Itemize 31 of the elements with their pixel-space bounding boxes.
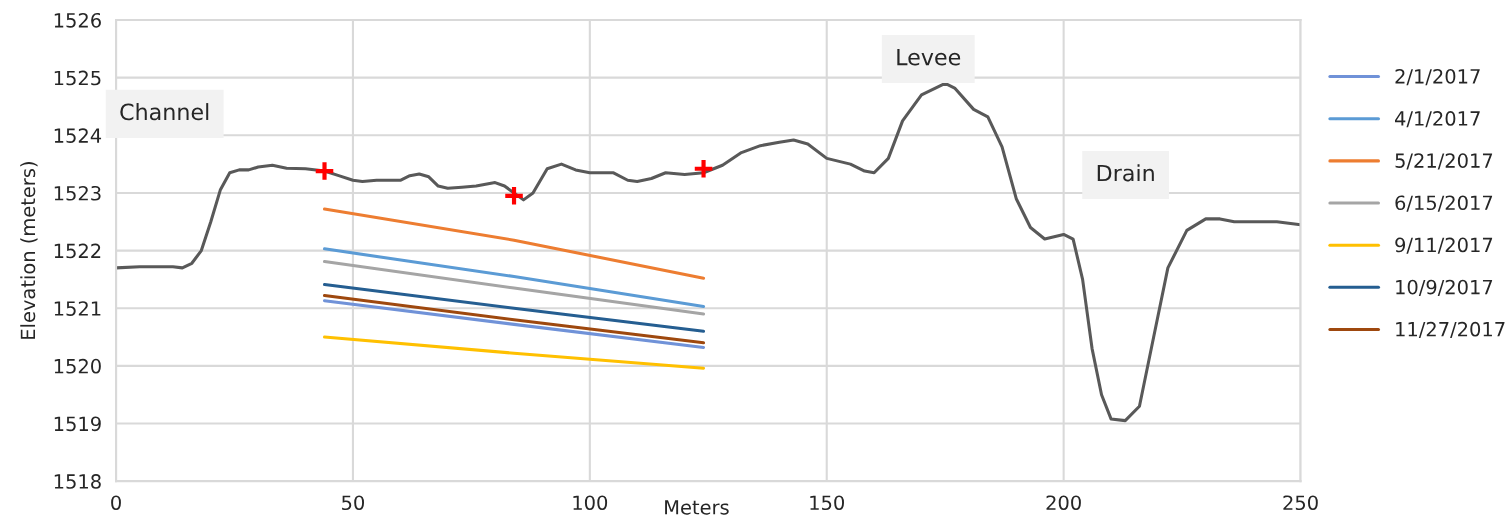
x-tick-label: 50 [342, 495, 365, 511]
y-tick-label: 1518 [54, 474, 101, 489]
y-tick-label: 1519 [54, 416, 101, 432]
line-series [116, 81, 1301, 423]
y-tick-label: 1522 [54, 243, 101, 259]
y-tick-label: 1521 [54, 301, 101, 316]
point [313, 160, 336, 182]
annotation: Channel [120, 103, 209, 121]
y-tick-label: 1526 [54, 12, 101, 28]
y-tick-label: 1523 [54, 185, 101, 201]
legend-label: 11/27/2017 [1396, 321, 1505, 339]
legend-label: 6/15/2017 [1395, 195, 1493, 212]
legend-label: 9/11/2017 [1395, 237, 1493, 254]
annotation: Levee [897, 48, 961, 66]
legend-label: 2/1/2017 [1395, 68, 1480, 86]
annotation: Drain [1097, 164, 1154, 182]
y-tick-label: 1525 [54, 70, 101, 86]
x-axis-title: Meters [665, 500, 729, 515]
x-tick-label: 100 [573, 495, 608, 511]
y-axis-title: Elevation (meters) [20, 162, 38, 339]
y-tick-label: 1524 [54, 128, 102, 143]
point [503, 184, 525, 207]
x-tick-label: 250 [1283, 495, 1318, 511]
point [692, 157, 715, 180]
y-tick-label: 1520 [54, 358, 101, 374]
x-tick-label: 200 [1046, 495, 1081, 511]
x-tick-label: 150 [810, 495, 845, 511]
legend-label: 5/21/2017 [1395, 153, 1493, 170]
x-tick-label: 0 [111, 495, 121, 511]
legend-label: 4/1/2017 [1395, 111, 1480, 128]
legend-label: 10/9/2017 [1396, 279, 1493, 296]
